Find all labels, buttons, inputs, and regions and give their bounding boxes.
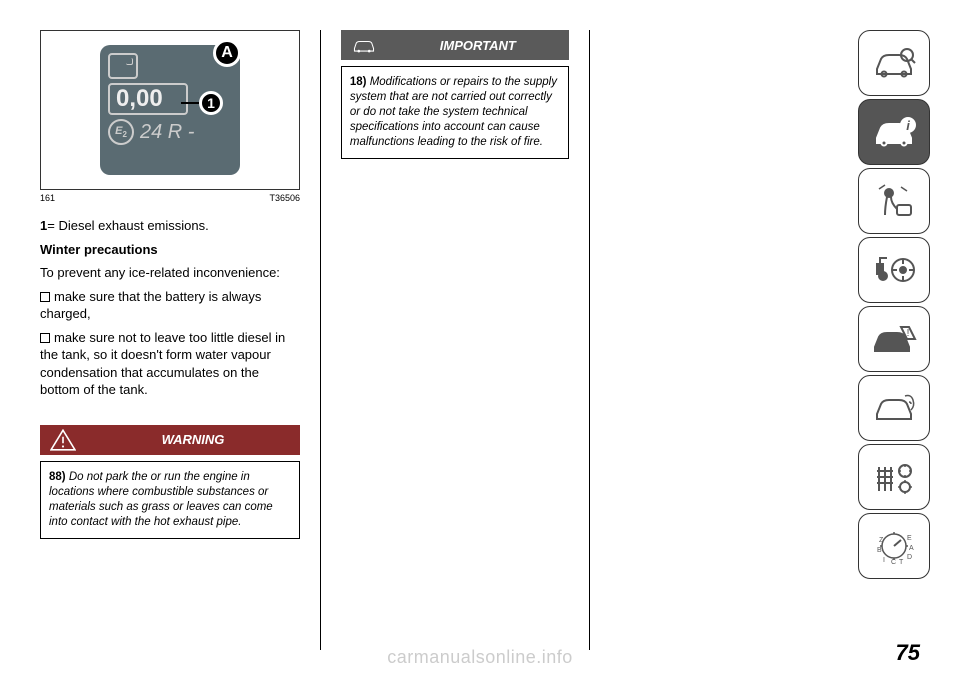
svg-text:!: !: [907, 328, 910, 339]
important-header: IMPORTANT: [341, 30, 569, 60]
page-content: 0,00 E2 24 R - A 1 161 T36506 1= Diesel …: [40, 30, 820, 650]
tab-safety[interactable]: [858, 168, 930, 234]
warning-header: WARNING: [40, 425, 300, 455]
svg-text:D: D: [907, 554, 912, 561]
bullet-square-icon: [40, 292, 50, 302]
figure-callout-line: [181, 102, 201, 104]
important-item-num: 18): [350, 76, 367, 88]
svg-text:Z: Z: [879, 537, 884, 544]
warning-item-num: 88): [49, 471, 66, 483]
page-number: 75: [896, 640, 920, 666]
display-e-badge: E2: [108, 119, 134, 145]
column-divider-2: [589, 30, 590, 650]
display-value: 0,00: [108, 83, 188, 115]
svg-text:B: B: [877, 547, 882, 554]
tab-knowing-car[interactable]: [858, 30, 930, 96]
winter-intro: To prevent any ice-related inconvenience…: [40, 264, 300, 282]
tab-emergency[interactable]: [858, 375, 930, 441]
tab-servicing[interactable]: [858, 444, 930, 510]
column-1: 0,00 E2 24 R - A 1 161 T36506 1= Diesel …: [40, 30, 300, 650]
figure-label-a: A: [213, 39, 241, 67]
svg-text:I: I: [883, 557, 885, 564]
important-body: 18) Modifications or repairs to the supp…: [341, 66, 569, 159]
figure-callout-1: 1: [199, 91, 223, 115]
warning-body: 88) Do not park the or run the engine in…: [40, 461, 300, 539]
figure-id-right: T36506: [269, 193, 300, 203]
tab-technical-data[interactable]: Z E A D B I C T: [858, 513, 930, 579]
tab-warning-lights[interactable]: !: [858, 306, 930, 372]
svg-text:T: T: [899, 559, 904, 566]
display-bottom-row: E2 24 R -: [108, 119, 232, 145]
svg-text:i: i: [906, 118, 910, 133]
tab-starting-driving[interactable]: [858, 237, 930, 303]
display-bottom-text: 24 R -: [140, 121, 194, 144]
chapter-tabs: i !: [858, 30, 930, 582]
watermark-text: carmanualsonline.info: [387, 647, 573, 668]
winter-heading: Winter precautions: [40, 241, 300, 259]
warning-triangle-icon: [40, 425, 86, 455]
warning-item-text: Do not park the or run the engine in loc…: [49, 471, 273, 528]
winter-bullet-2: make sure not to leave too little diesel…: [40, 329, 300, 399]
tab-knowing-instrument-panel[interactable]: i: [858, 99, 930, 165]
figure-161: 0,00 E2 24 R - A 1: [40, 30, 300, 190]
column-divider-1: [320, 30, 321, 650]
warning-title: WARNING: [86, 425, 300, 455]
body-text-col1: 1= Diesel exhaust emissions. Winter prec…: [40, 217, 300, 405]
display-fuel-icon: [108, 53, 138, 79]
column-2: IMPORTANT 18) Modifications or repairs t…: [341, 30, 569, 650]
important-item-text: Modifications or repairs to the supply s…: [350, 76, 557, 148]
svg-text:A: A: [909, 545, 914, 552]
figure-id-left: 161: [40, 193, 55, 203]
important-car-icon: [341, 30, 387, 60]
important-title: IMPORTANT: [387, 30, 569, 60]
column-3: [610, 30, 820, 650]
svg-text:E: E: [907, 535, 912, 542]
svg-text:C: C: [891, 559, 896, 566]
winter-bullet-1: make sure that the battery is always cha…: [40, 288, 300, 323]
figure-legend: 1= Diesel exhaust emissions.: [40, 217, 300, 235]
figure-caption: 161 T36506: [40, 193, 300, 203]
bullet-square-icon: [40, 333, 50, 343]
